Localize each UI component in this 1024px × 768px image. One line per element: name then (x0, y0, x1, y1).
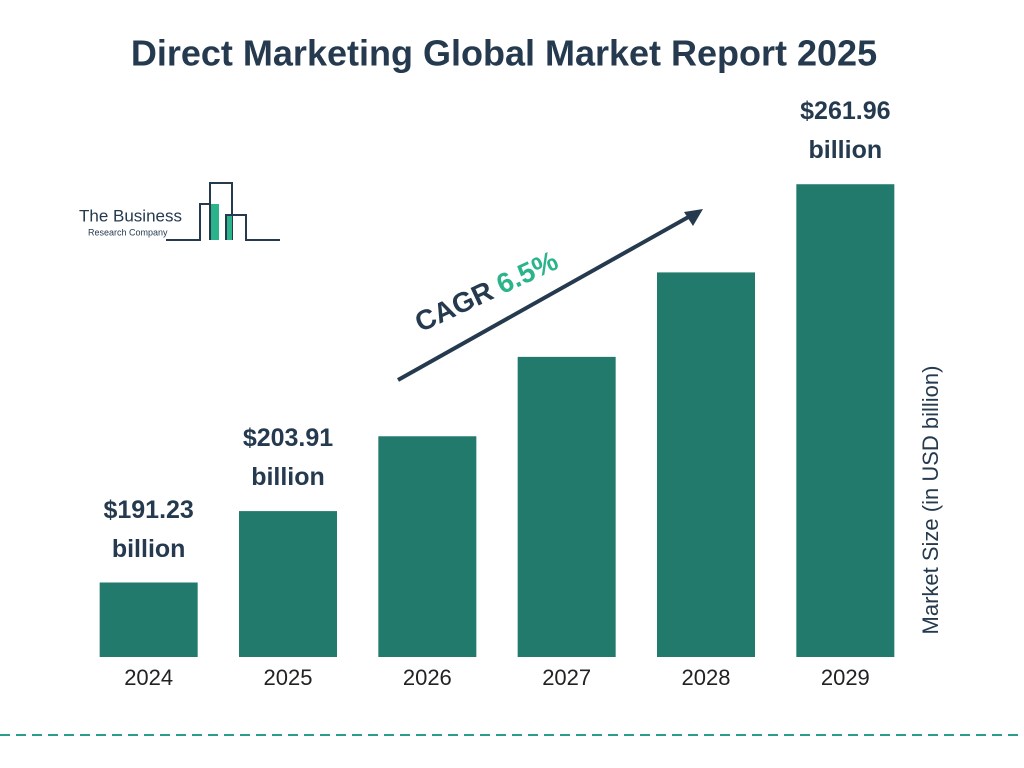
chart-title: Direct Marketing Global Market Report 20… (131, 33, 877, 74)
cagr-label: CAGR (410, 275, 498, 338)
x-tick-label: 2026 (403, 665, 452, 690)
x-tick-label: 2024 (124, 665, 173, 690)
logo-text: The Business (79, 206, 182, 225)
bar (239, 511, 337, 657)
logo-bar (227, 216, 232, 240)
bar (796, 184, 895, 658)
bar (517, 356, 616, 657)
cagr-annotation: CAGR 6.5% (410, 245, 563, 338)
logo-lines (166, 182, 280, 241)
bar (99, 582, 198, 657)
y-axis-label: Market Size (in USD billion) (918, 366, 943, 635)
logo-bar (211, 204, 219, 240)
x-tick-label: 2029 (821, 665, 870, 690)
trend-arrow (397, 213, 693, 382)
x-tick-label: 2027 (542, 665, 591, 690)
value-label: $203.91 billion (242, 424, 334, 492)
value-label: $261.96 billion (800, 97, 891, 165)
arrow-head (684, 209, 703, 226)
bar (657, 272, 755, 657)
x-tick-label: 2028 (682, 665, 731, 690)
bar (378, 436, 477, 657)
logo-subtext: Research Company (88, 227, 168, 237)
value-label: $191.23 billion (103, 495, 194, 563)
logo: The Business Research Company (79, 182, 280, 241)
x-tick-label: 2025 (264, 665, 313, 690)
